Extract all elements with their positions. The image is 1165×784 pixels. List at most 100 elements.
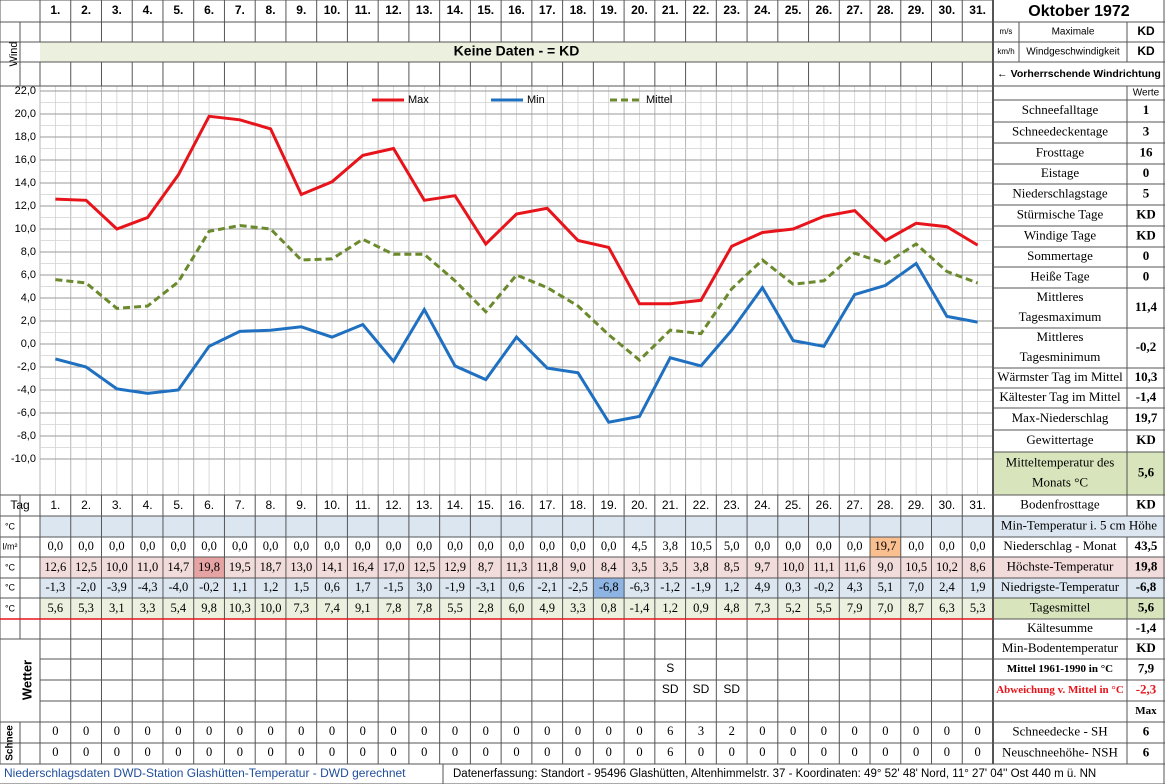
stat-value: 0 [1143, 248, 1150, 263]
day-label: 24. [754, 498, 771, 512]
day-header: 27. [846, 3, 863, 17]
precip-cell: 0,0 [78, 539, 94, 553]
stat-value: 5 [1143, 185, 1150, 200]
temp-cell: 12,6 [44, 560, 66, 574]
y-tick-label: -10,0 [11, 453, 36, 465]
precip-cell: 0,0 [570, 539, 586, 553]
snow-cell: 0 [390, 745, 396, 759]
precip-cell: 0,0 [48, 539, 64, 553]
snow-cell: 0 [852, 745, 858, 759]
snow-cell: 0 [452, 745, 458, 759]
stat-label: Mittleres [1037, 289, 1084, 304]
day-header: 20. [631, 3, 648, 17]
row-fill [993, 578, 1165, 598]
stat-label: Frosttage [1036, 144, 1085, 159]
temp-cell: 14,1 [321, 560, 343, 574]
temp-cell: -1,9 [445, 580, 465, 594]
temp-cell: 12,5 [75, 560, 97, 574]
temp-cell: -4,3 [138, 580, 158, 594]
temp-cell: 0,9 [693, 601, 709, 615]
temp-cell: 5,3 [78, 601, 94, 615]
temp-cell: 19,8 [198, 560, 220, 574]
temp-cell: 3,1 [109, 601, 125, 615]
temp-cell: 7,4 [324, 601, 340, 615]
y-tick-label: -6,0 [17, 407, 36, 419]
temp-cell: 8,6 [970, 560, 986, 574]
temp-cell: 5,1 [878, 580, 894, 594]
snow-cell: 0 [944, 745, 950, 759]
snow-cell: 0 [852, 724, 858, 738]
precip-cell: 0,0 [601, 539, 617, 553]
unit-label: l/m² [3, 541, 18, 551]
temp-cell: -3,9 [107, 580, 127, 594]
y-tick-label: 18,0 [15, 131, 36, 143]
day-label: 25. [785, 498, 802, 512]
temp-cell: 10,3 [229, 601, 251, 615]
day-header: 17. [539, 3, 556, 17]
snow-cell: 0 [421, 745, 427, 759]
wind-unit: m/s [1000, 27, 1013, 36]
series-line [55, 114, 979, 306]
temp-cell: 17,0 [383, 560, 405, 574]
y-tick-label: -4,0 [17, 384, 36, 396]
snow-cell: 0 [759, 745, 765, 759]
day-label: 11. [355, 498, 371, 512]
temp-cell: 1,2 [263, 580, 279, 594]
snow-cell: 0 [390, 724, 396, 738]
precip-cell: 0,0 [355, 539, 371, 553]
temp-cell: -2,0 [76, 580, 96, 594]
unit-label: °C [5, 582, 16, 592]
precip-cell: 0,0 [539, 539, 555, 553]
stats-header: Werte [1133, 88, 1160, 99]
weather-cell: S [666, 661, 674, 675]
day-header: 28. [877, 3, 894, 17]
precip-cell: 3,8 [662, 539, 678, 553]
stat-label: Schneedeckentage [1012, 123, 1108, 138]
day-label: 9. [296, 498, 306, 512]
snow-cell: 6 [667, 724, 673, 738]
temp-cell: 0,6 [324, 580, 340, 594]
temp-cell: -6,3 [630, 580, 650, 594]
temp-cell: 8,7 [908, 601, 924, 615]
summary-value: -6,8 [1136, 579, 1157, 594]
snow-cell: 0 [821, 724, 827, 738]
temp-cell: 11,1 [813, 560, 834, 574]
cell-highlight [870, 537, 901, 557]
day-header: 15. [477, 3, 494, 17]
snow-cell: 0 [206, 724, 212, 738]
snow-cell: 0 [52, 745, 58, 759]
wind-label: Wind [8, 41, 20, 66]
y-tick-label: 0,0 [21, 338, 36, 350]
snow-cell: 0 [237, 724, 243, 738]
temp-cell: 9,7 [755, 560, 771, 574]
stat-value: -0,2 [1136, 339, 1157, 354]
snow-cell: 0 [267, 745, 273, 759]
temp-cell: 1,1 [232, 580, 248, 594]
summary-value: 5,6 [1138, 599, 1155, 614]
snow-cell: 0 [636, 724, 642, 738]
summary-value: 6 [1143, 744, 1150, 759]
summary-label: Höchste-Temperatur [1007, 558, 1114, 573]
day-header: 22. [693, 3, 710, 17]
day-header: 13. [416, 3, 433, 17]
day-label: 4. [143, 498, 153, 512]
precip-cell: 0,0 [140, 539, 156, 553]
day-label: 26. [816, 498, 833, 512]
stat-label: Niederschlagstage [1012, 185, 1108, 200]
snow-cell: 0 [298, 745, 304, 759]
temp-cell: 5,3 [970, 601, 986, 615]
precip-cell: 0,0 [109, 539, 125, 553]
precip-cell: 0,0 [201, 539, 217, 553]
day-header: 6. [204, 3, 214, 17]
temp-cell: -4,0 [168, 580, 188, 594]
day-label: 17. [539, 498, 556, 512]
stat-value: KD [1136, 227, 1156, 242]
y-tick-label: 16,0 [15, 154, 36, 166]
snow-cell: 0 [729, 745, 735, 759]
precip-cell: 0,0 [816, 539, 832, 553]
temp-cell: 5,4 [171, 601, 187, 615]
temp-cell: 16,4 [352, 560, 375, 574]
snow-cell: 0 [882, 724, 888, 738]
temp-cell: -1,2 [660, 580, 680, 594]
